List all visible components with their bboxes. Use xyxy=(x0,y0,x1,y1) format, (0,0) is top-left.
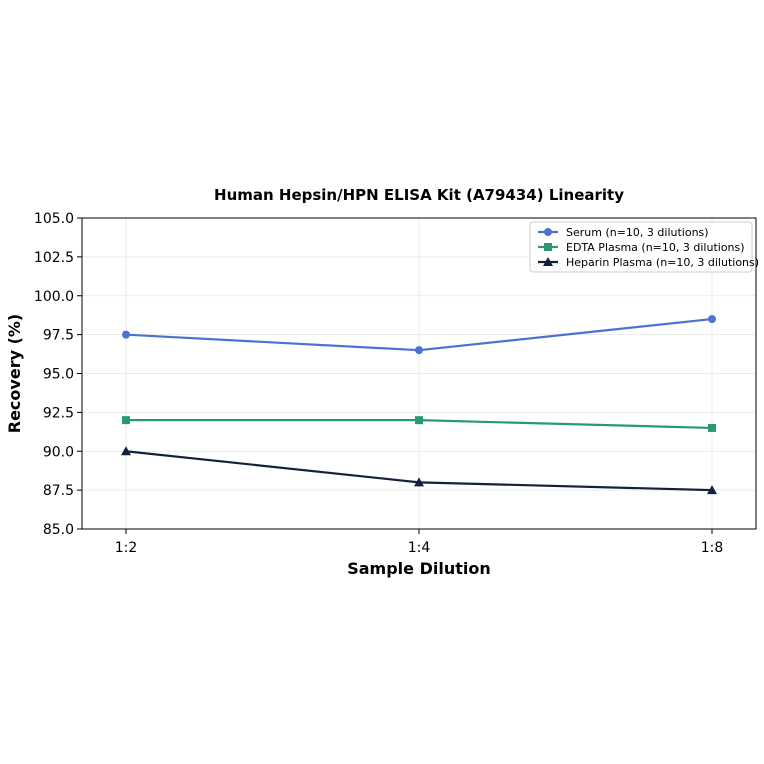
y-axis: 85.0 87.5 90.0 92.5 95.0 97.5 100.0 102.5 105.0 xyxy=(34,211,82,538)
series-1 xyxy=(122,416,716,432)
series-0 xyxy=(122,315,716,355)
data-point xyxy=(415,346,423,355)
legend-label: Heparin Plasma (n=10, 3 dilutions) xyxy=(566,256,759,269)
x-tick-label: 1:8 xyxy=(701,540,724,556)
legend-item: Serum (n=10, 3 dilutions) xyxy=(538,226,709,239)
series-layer xyxy=(121,315,717,495)
data-point xyxy=(415,416,423,425)
legend-marker xyxy=(544,228,552,236)
legend-frame xyxy=(529,221,753,273)
y-tick-label: 105.0 xyxy=(34,211,74,227)
data-point xyxy=(122,330,130,339)
data-point xyxy=(121,446,131,456)
y-axis-label: Recovery (%) xyxy=(5,314,24,433)
x-axis: 1:2 1:4 1:8 xyxy=(115,529,724,556)
legend-item: Heparin Plasma (n=10, 3 dilutions) xyxy=(538,256,759,269)
y-tick-label: 90.0 xyxy=(43,444,74,460)
series-2 xyxy=(121,446,717,495)
data-point xyxy=(122,416,130,425)
data-point xyxy=(414,477,424,487)
legend-label: EDTA Plasma (n=10, 3 dilutions) xyxy=(566,241,745,254)
y-tick-label: 97.5 xyxy=(43,328,74,344)
y-tick-label: 92.5 xyxy=(43,405,74,421)
y-tick-label: 85.0 xyxy=(43,522,74,538)
legend: Serum (n=10, 3 dilutions) EDTA Plasma (n=… xyxy=(529,221,759,273)
chart-title: Human Hepsin/HPN ELISA Kit (A79434) Line… xyxy=(214,186,624,204)
y-tick-label: 102.5 xyxy=(34,250,74,266)
legend-item: EDTA Plasma (n=10, 3 dilutions) xyxy=(538,241,745,254)
y-tick-label: 95.0 xyxy=(43,367,74,383)
data-point xyxy=(708,315,716,324)
data-point xyxy=(707,485,717,495)
y-tick-label: 87.5 xyxy=(43,483,74,499)
x-tick-label: 1:4 xyxy=(408,540,431,556)
legend-marker xyxy=(544,243,552,251)
legend-marker xyxy=(543,257,553,266)
x-axis-label: Sample Dilution xyxy=(347,559,491,578)
x-tick-label: 1:2 xyxy=(115,540,138,556)
legend-label: Serum (n=10, 3 dilutions) xyxy=(566,226,709,239)
data-point xyxy=(708,423,716,432)
y-tick-label: 100.0 xyxy=(34,289,74,305)
